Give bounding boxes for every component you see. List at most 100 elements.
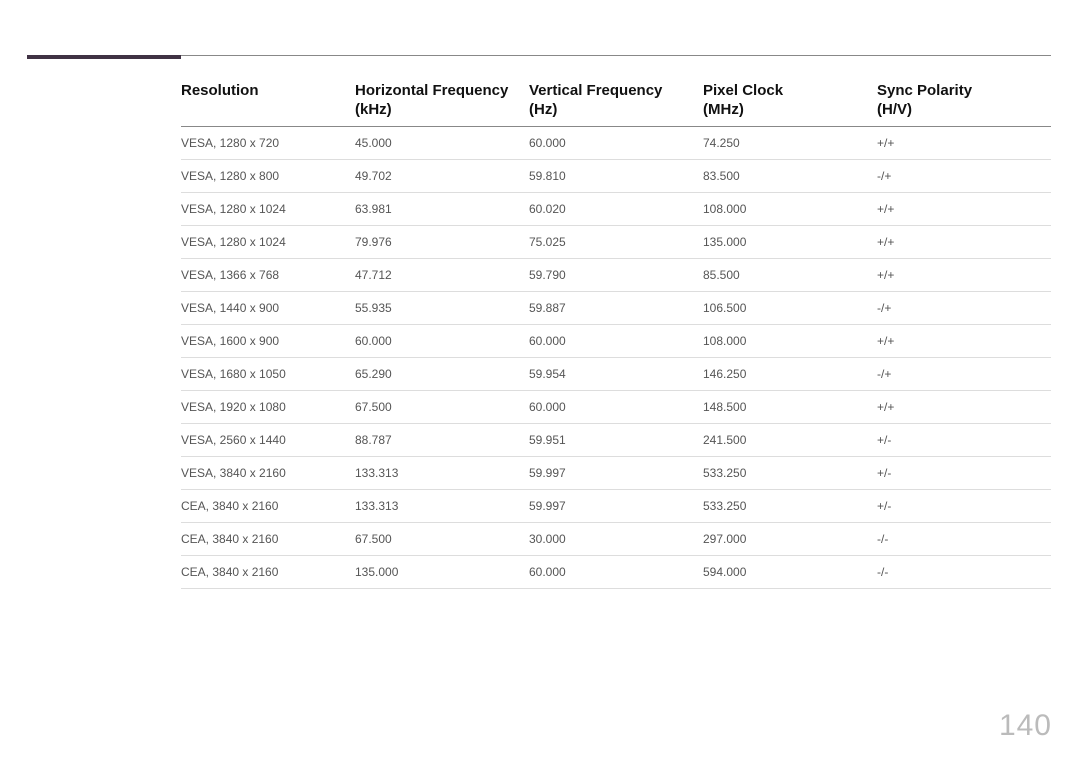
table-row: VESA, 1366 x 76847.71259.79085.500+/+ — [181, 259, 1051, 292]
table-cell: 108.000 — [703, 193, 877, 226]
table-cell: 594.000 — [703, 556, 877, 589]
table-cell: VESA, 1366 x 768 — [181, 259, 355, 292]
table-body: VESA, 1280 x 72045.00060.00074.250+/+VES… — [181, 127, 1051, 589]
col-sub: (H/V) — [877, 101, 1051, 118]
col-sub: (MHz) — [703, 101, 877, 118]
table-cell: +/+ — [877, 193, 1051, 226]
table-row: VESA, 3840 x 2160133.31359.997533.250+/- — [181, 457, 1051, 490]
table-row: VESA, 1600 x 90060.00060.000108.000+/+ — [181, 325, 1051, 358]
table-row: CEA, 3840 x 2160133.31359.997533.250+/- — [181, 490, 1051, 523]
col-title: Pixel Clock — [703, 82, 783, 99]
col-header-hfreq: Horizontal Frequency (kHz) — [355, 82, 529, 127]
table-cell: 241.500 — [703, 424, 877, 457]
table-cell: VESA, 1280 x 800 — [181, 160, 355, 193]
table-cell: 133.313 — [355, 490, 529, 523]
table-cell: VESA, 1280 x 1024 — [181, 193, 355, 226]
col-title: Resolution — [181, 82, 259, 99]
table-cell: +/+ — [877, 259, 1051, 292]
table-cell: -/- — [877, 556, 1051, 589]
table-cell: 59.887 — [529, 292, 703, 325]
table-cell: +/+ — [877, 325, 1051, 358]
col-header-resolution: Resolution — [181, 82, 355, 127]
col-title: Vertical Frequency — [529, 82, 662, 99]
table-cell: 85.500 — [703, 259, 877, 292]
table-cell: 108.000 — [703, 325, 877, 358]
table-cell: 59.810 — [529, 160, 703, 193]
table-cell: 49.702 — [355, 160, 529, 193]
table-cell: VESA, 1440 x 900 — [181, 292, 355, 325]
col-sub: (kHz) — [355, 101, 529, 118]
col-header-sync: Sync Polarity (H/V) — [877, 82, 1051, 127]
table-cell: CEA, 3840 x 2160 — [181, 523, 355, 556]
table-cell: VESA, 1280 x 720 — [181, 127, 355, 160]
col-title: Sync Polarity — [877, 82, 972, 99]
table-cell: CEA, 3840 x 2160 — [181, 556, 355, 589]
table-cell: +/- — [877, 490, 1051, 523]
table-header-row: Resolution Horizontal Frequency (kHz) Ve… — [181, 82, 1051, 127]
table-cell: 135.000 — [355, 556, 529, 589]
table-cell: -/+ — [877, 292, 1051, 325]
table-cell: 148.500 — [703, 391, 877, 424]
table-row: VESA, 2560 x 144088.78759.951241.500+/- — [181, 424, 1051, 457]
table-cell: 75.025 — [529, 226, 703, 259]
table-cell: -/+ — [877, 358, 1051, 391]
table-cell: VESA, 1600 x 900 — [181, 325, 355, 358]
table-row: VESA, 1280 x 72045.00060.00074.250+/+ — [181, 127, 1051, 160]
table-cell: 79.976 — [355, 226, 529, 259]
table-cell: 60.000 — [355, 325, 529, 358]
table-cell: 55.935 — [355, 292, 529, 325]
table-cell: 63.981 — [355, 193, 529, 226]
table-cell: 59.951 — [529, 424, 703, 457]
table-cell: 45.000 — [355, 127, 529, 160]
table-cell: -/+ — [877, 160, 1051, 193]
table-cell: VESA, 2560 x 1440 — [181, 424, 355, 457]
table-cell: 133.313 — [355, 457, 529, 490]
top-divider — [181, 55, 1051, 56]
table-cell: VESA, 1280 x 1024 — [181, 226, 355, 259]
table-cell: +/+ — [877, 127, 1051, 160]
table-cell: 60.000 — [529, 556, 703, 589]
table-cell: 60.000 — [529, 127, 703, 160]
col-title: Horizontal Frequency — [355, 82, 508, 99]
table-cell: 297.000 — [703, 523, 877, 556]
table-row: VESA, 1280 x 102479.97675.025135.000+/+ — [181, 226, 1051, 259]
table-cell: 88.787 — [355, 424, 529, 457]
table-cell: 65.290 — [355, 358, 529, 391]
table-cell: 83.500 — [703, 160, 877, 193]
table-cell: 59.997 — [529, 490, 703, 523]
table-cell: 60.000 — [529, 325, 703, 358]
table-cell: 60.000 — [529, 391, 703, 424]
table-cell: VESA, 1920 x 1080 — [181, 391, 355, 424]
table-cell: CEA, 3840 x 2160 — [181, 490, 355, 523]
col-header-vfreq: Vertical Frequency (Hz) — [529, 82, 703, 127]
table-row: CEA, 3840 x 2160135.00060.000594.000-/- — [181, 556, 1051, 589]
table-cell: 74.250 — [703, 127, 877, 160]
col-header-pixelclock: Pixel Clock (MHz) — [703, 82, 877, 127]
table-cell: 135.000 — [703, 226, 877, 259]
table-cell: +/- — [877, 457, 1051, 490]
table-cell: 59.954 — [529, 358, 703, 391]
table-cell: 59.997 — [529, 457, 703, 490]
table-row: CEA, 3840 x 216067.50030.000297.000-/- — [181, 523, 1051, 556]
table-cell: +/+ — [877, 226, 1051, 259]
table-cell: 106.500 — [703, 292, 877, 325]
table-cell: VESA, 1680 x 1050 — [181, 358, 355, 391]
table-cell: -/- — [877, 523, 1051, 556]
table-cell: 47.712 — [355, 259, 529, 292]
table-cell: 60.020 — [529, 193, 703, 226]
table-cell: +/- — [877, 424, 1051, 457]
col-sub: (Hz) — [529, 101, 703, 118]
table-cell: 533.250 — [703, 457, 877, 490]
table-cell: VESA, 3840 x 2160 — [181, 457, 355, 490]
table-row: VESA, 1440 x 90055.93559.887106.500-/+ — [181, 292, 1051, 325]
table-cell: +/+ — [877, 391, 1051, 424]
table-cell: 67.500 — [355, 523, 529, 556]
table-row: VESA, 1280 x 102463.98160.020108.000+/+ — [181, 193, 1051, 226]
page-number: 140 — [999, 709, 1052, 743]
content-area: Resolution Horizontal Frequency (kHz) Ve… — [181, 55, 1051, 589]
timing-table: Resolution Horizontal Frequency (kHz) Ve… — [181, 82, 1051, 589]
table-cell: 146.250 — [703, 358, 877, 391]
table-row: VESA, 1920 x 108067.50060.000148.500+/+ — [181, 391, 1051, 424]
table-cell: 67.500 — [355, 391, 529, 424]
table-row: VESA, 1280 x 80049.70259.81083.500-/+ — [181, 160, 1051, 193]
